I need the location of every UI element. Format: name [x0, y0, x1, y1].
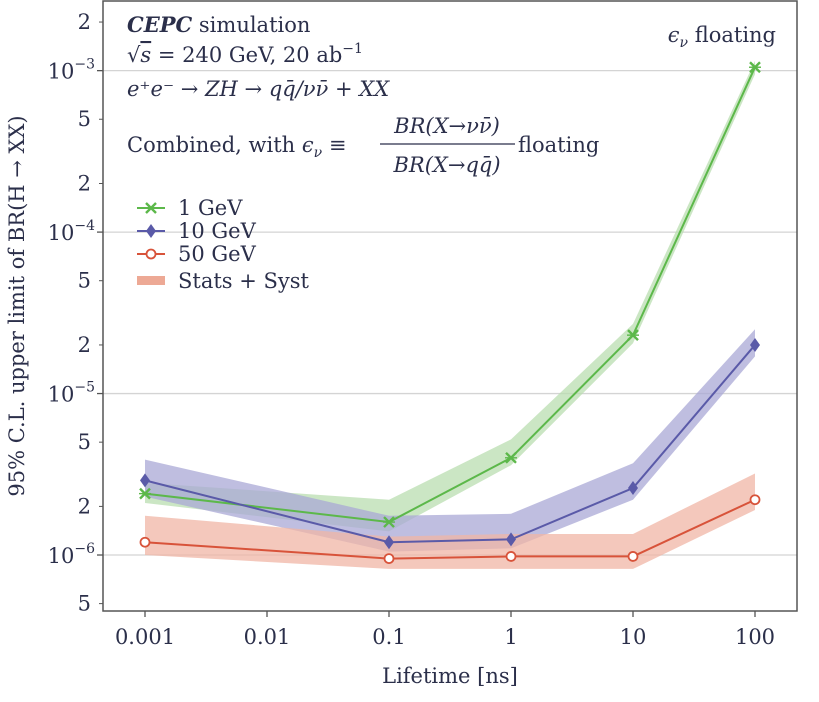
marker-2-4 [749, 494, 761, 506]
y-major-tick-label-3: 10−3 [48, 57, 95, 84]
band-1 [145, 329, 755, 552]
legend-label-0: 1 GeV [178, 196, 243, 220]
marker-1-3 [628, 481, 638, 496]
x-tick-label-2: 0.1 [372, 625, 405, 649]
marker-1-4 [750, 337, 760, 352]
marker-0-3 [627, 329, 639, 342]
legend-marker-2 [145, 248, 157, 260]
legend-label-2: 50 GeV [178, 242, 257, 266]
y-major-tick-label-1: 10−5 [48, 380, 95, 407]
marker-1-2 [506, 532, 516, 547]
y-minor-tick-label-2: 5 [78, 430, 91, 454]
x-axis-label: Lifetime [ns] [382, 664, 518, 688]
band-2 [145, 473, 755, 569]
uncertainty-bands [145, 60, 755, 569]
annotation-title: CEPC simulation [127, 12, 310, 37]
annotation-combined: Combined, with ϵν ≡ [127, 133, 346, 161]
legend-label-band: Stats + Syst [178, 269, 310, 293]
marker-1-0 [140, 473, 150, 488]
marker-0-4 [749, 61, 761, 74]
legend-marker-0 [145, 202, 157, 214]
marker-0-2 [505, 451, 517, 464]
annotation-fraction-denominator: BR(X→qq̄) [392, 153, 500, 177]
annotation-fraction-numerator: BR(X→νν̄) [393, 114, 500, 138]
marker-2-0 [139, 536, 151, 548]
x-tick-label-4: 10 [620, 625, 647, 649]
annotation-floating: floating [518, 133, 599, 157]
annotation-energy: √s = 240 GeV, 20 ab−1 [127, 41, 363, 67]
annotation-process: e⁺e⁻ → ZH → qq̄/νν̄ + XX [127, 77, 390, 101]
y-minor-tick-label-0: 5 [78, 592, 91, 616]
y-major-tick-label-0: 10−6 [48, 541, 95, 568]
x-tick-label-0: 0.001 [115, 625, 175, 649]
y-minor-tick-label-5: 2 [78, 171, 91, 195]
marker-0-1 [383, 516, 395, 528]
marker-2-1 [383, 553, 395, 565]
annotation-block: CEPC simulation √s = 240 GeV, 20 ab−1 e⁺… [127, 12, 776, 177]
legend-band-swatch [137, 276, 165, 285]
series-markers [139, 61, 761, 565]
x-axis-ticks: 0.001 0.01 0.1 1 10 100 [115, 611, 775, 649]
y-minor-tick-label-3: 2 [78, 333, 91, 357]
y-minor-tick-label-1: 2 [78, 494, 91, 518]
y-minor-tick-label-6: 5 [78, 107, 91, 131]
x-tick-label-5: 100 [735, 625, 775, 649]
y-axis-ticks: 10−6 10−5 10−4 10−3 5 2 5 2 5 2 5 2 [48, 10, 103, 616]
annotation-corner: ϵν floating [668, 23, 776, 51]
y-major-tick-label-2: 10−4 [48, 218, 95, 245]
y-minor-tick-label-7: 2 [78, 10, 91, 34]
x-tick-label-1: 0.01 [244, 625, 291, 649]
x-tick-label-3: 1 [504, 625, 517, 649]
y-minor-tick-label-4: 5 [78, 269, 91, 293]
marker-1-1 [384, 535, 394, 550]
marker-0-0 [139, 487, 151, 500]
marker-2-3 [627, 551, 639, 562]
plot-frame [102, 0, 798, 612]
marker-2-2 [505, 551, 517, 562]
legend-marker-1 [146, 224, 156, 238]
y-axis-label: 95% C.L. upper limit of BR(H → XX) [5, 115, 29, 496]
legend-label-1: 10 GeV [178, 219, 257, 243]
